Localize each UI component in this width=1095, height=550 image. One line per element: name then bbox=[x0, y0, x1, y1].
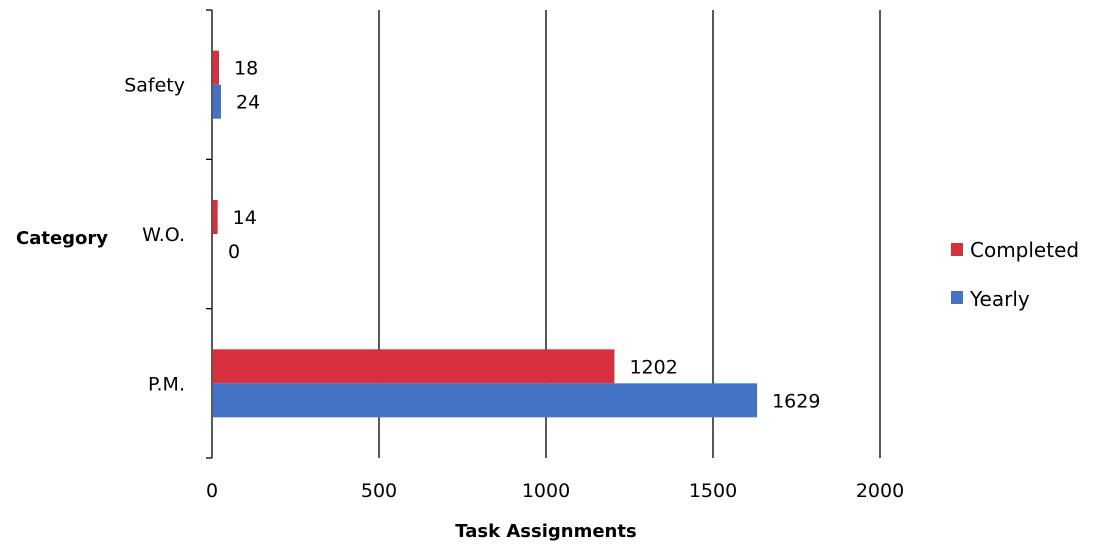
category-label-0: Safety bbox=[124, 75, 185, 97]
category-label-2: P.M. bbox=[148, 373, 185, 395]
bars bbox=[213, 50, 758, 418]
x-tick-label-0: 0 bbox=[206, 480, 218, 502]
legend-label-yearly: Yearly bbox=[969, 287, 1030, 311]
category-labels: Safety W.O. P.M. bbox=[124, 75, 185, 396]
category-label-1: W.O. bbox=[142, 224, 185, 246]
axes bbox=[206, 9, 213, 459]
bar-completed-0 bbox=[213, 50, 220, 85]
data-label-yearly-1: 0 bbox=[228, 241, 240, 263]
bar-yearly-2 bbox=[213, 383, 758, 418]
x-tick-labels: 0 500 1000 1500 2000 bbox=[206, 480, 904, 502]
data-labels: 18 24 14 0 1202 1629 bbox=[228, 58, 820, 413]
legend-label-completed: Completed bbox=[970, 238, 1079, 262]
legend: Completed Yearly bbox=[951, 238, 1079, 311]
legend-swatch-completed bbox=[951, 243, 963, 256]
data-label-completed-1: 14 bbox=[233, 207, 257, 229]
legend-swatch-yearly bbox=[951, 291, 963, 304]
y-axis-title: Category bbox=[16, 228, 108, 249]
data-label-yearly-2: 1629 bbox=[772, 390, 820, 412]
bar-completed-1 bbox=[213, 200, 218, 234]
bar-completed-2 bbox=[213, 349, 615, 384]
data-label-yearly-0: 24 bbox=[236, 92, 260, 114]
data-label-completed-2: 1202 bbox=[629, 356, 677, 378]
x-tick-label-1500: 1500 bbox=[689, 480, 737, 502]
bar-yearly-0 bbox=[213, 84, 222, 119]
data-label-completed-0: 18 bbox=[234, 58, 258, 80]
x-tick-label-500: 500 bbox=[361, 480, 397, 502]
x-tick-label-2000: 2000 bbox=[856, 480, 904, 502]
x-axis-title: Task Assignments bbox=[455, 521, 636, 542]
x-tick-label-1000: 1000 bbox=[522, 480, 570, 502]
